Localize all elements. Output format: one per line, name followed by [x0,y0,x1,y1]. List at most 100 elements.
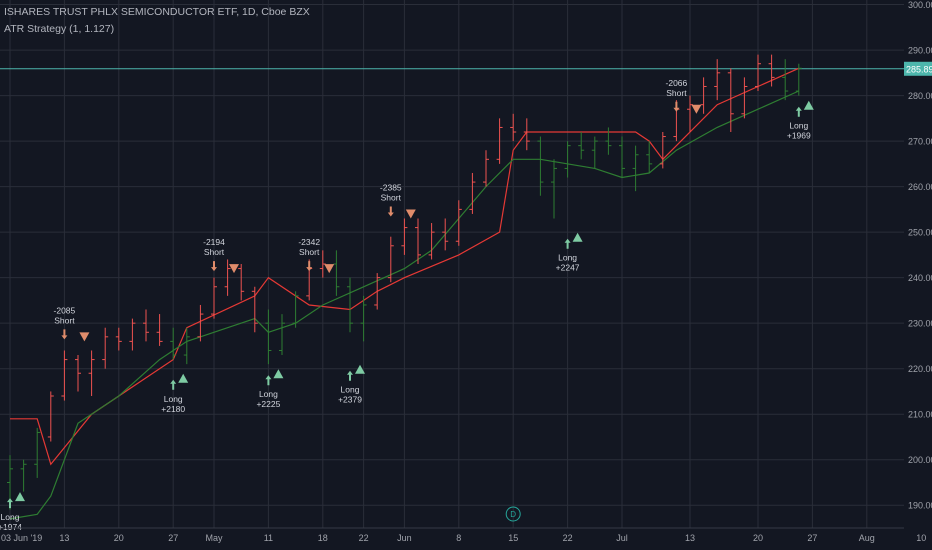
signal-value: -2066 [666,78,688,88]
time-tick-label: 27 [168,533,178,543]
long-signal: Long+2225 [256,369,284,409]
time-axis[interactable]: 03 Jun '19 13 20 27 May 11 18 22 Jun 8 15 22 Jul 13 20… [0,527,926,543]
price-tick-label: 280.00 [908,91,932,101]
price-tick-label: 220.00 [908,364,932,374]
ohlc-bar [483,150,489,187]
signal-value: -2194 [203,237,225,247]
time-tick-label: 22 [359,533,369,543]
ohlc-bar [374,273,381,310]
ohlc-bar [183,327,190,365]
dividend-badge-label: D [510,510,516,519]
long-arrow-icon [564,238,571,249]
ohlc-bar [20,459,27,492]
signal-value: +2247 [556,263,580,273]
long-arrow-icon [265,375,272,386]
long-triangle-icon [803,100,814,110]
ohlc-bar [47,391,54,442]
ohlc-bar [537,136,544,196]
short-arrow-icon [61,329,68,340]
time-tick-label: 13 [59,533,69,543]
ohlc-bar [605,127,612,155]
dividend-badge[interactable]: D [505,506,521,522]
long-signal: Long+2247 [556,232,583,273]
ohlc-bar [75,355,81,392]
price-tick-label: 190.00 [908,501,932,511]
last-price-tag [904,61,932,76]
ohlc-bar [632,145,639,192]
ohlc-bar [360,295,367,342]
ohlc-bar [551,159,557,219]
dividend-badge-circle[interactable] [505,506,521,522]
symbol-title[interactable]: ISHARES TRUST PHLX SEMICONDUCTOR ETF, 1D… [4,6,310,18]
short-arrow-icon [387,206,394,217]
price-axis-bg [904,0,932,550]
ohlc-bar [659,132,666,169]
time-tick-label: Aug [859,533,875,543]
atr-stop-lines [9,67,800,520]
ohlc-bar [768,54,775,87]
signal-label: Short [666,88,687,98]
signal-value: -2342 [298,237,320,247]
time-tick-label: 03 Jun '19 [1,533,42,543]
signal-value: +2379 [338,395,362,405]
ohlc-bar [333,250,340,296]
ohlc-bar [442,218,449,251]
signal-value: +1974 [0,522,22,532]
ohlc-bar [714,59,721,101]
long-signal: Long+1969 [787,100,814,141]
signal-value: +2225 [256,399,280,409]
ohlc-bar [211,277,217,319]
price-axis[interactable]: 190.00 200.00 210.00 220.00 230.00 240.00 250.… [904,0,932,550]
ohlc-bar [347,277,353,333]
ohlc-bars [7,54,802,510]
time-tick-label: 8 [456,533,461,543]
ohlc-bar [129,318,136,351]
ohlc-bar [292,291,299,328]
ohlc-bar [102,327,109,369]
long-arrow-icon [7,498,13,509]
long-triangle-icon [15,492,25,502]
signal-label: Short [54,315,75,325]
price-tick-label: 200.00 [908,455,932,465]
ohlc-bar [170,327,177,360]
signal-label: Short [381,192,402,202]
ohlc-bar [646,141,653,173]
study-legend[interactable]: ATR Strategy (1, 1.127) [4,23,115,35]
time-tick-label: 22 [563,533,573,543]
short-arrow-icon [673,101,680,112]
short-triangle-icon [691,104,702,114]
ohlc-bar [428,223,435,260]
chart-grid [0,0,922,528]
ohlc-bar [143,309,149,342]
price-tick-label: 260.00 [908,182,932,192]
ohlc-bar [591,136,598,169]
time-tick-label: Jul [616,533,628,543]
long-signal: Long+2379 [338,364,365,405]
ohlc-bar [34,427,41,478]
signal-value: +2180 [161,404,185,414]
time-tick-label: 11 [264,533,273,543]
ohlc-bar [387,236,394,283]
ohlc-bar [755,54,761,92]
signal-label: Short [204,247,225,257]
ohlc-bar [469,172,476,214]
ohlc-bar [727,68,734,132]
ohlc-bar [455,200,462,246]
short-triangle-icon [79,332,90,342]
ohlc-bar [251,286,258,333]
ohlc-bar [523,118,530,151]
signal-value: -2385 [380,182,402,192]
ohlc-bar [564,141,571,178]
ohlc-bar [687,95,693,132]
price-tick-label: 290.00 [908,46,932,56]
time-tick-label: 20 [753,533,763,543]
ohlc-bar [741,77,748,119]
long-triangle-icon [178,373,189,383]
time-tick-label: 10 [916,533,926,543]
stop-line-green [9,90,800,520]
ohlc-bar [88,350,95,396]
